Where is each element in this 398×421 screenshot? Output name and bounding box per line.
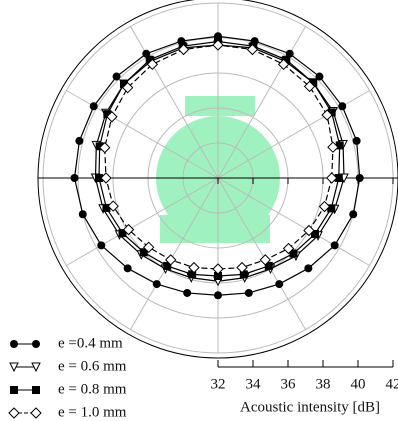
point	[79, 210, 87, 218]
legend-label: e = 0.8 mm	[58, 381, 127, 397]
legend-marker	[10, 386, 18, 394]
point	[214, 291, 222, 299]
legend-label: e = 0.6 mm	[58, 358, 127, 374]
point	[183, 289, 191, 297]
r-tick-label: 32	[211, 376, 226, 392]
legend-label: e = 1.0 mm	[58, 404, 127, 420]
r-tick-label: 34	[246, 376, 262, 392]
legend-label: e =0.4 mm	[58, 335, 123, 351]
r-tick-label: 42	[386, 376, 398, 392]
point	[97, 241, 105, 249]
point	[353, 137, 361, 145]
legend-marker	[9, 408, 19, 418]
legend-marker	[32, 340, 40, 348]
point	[90, 102, 98, 110]
legend-marker	[10, 340, 18, 348]
point	[113, 73, 121, 81]
point	[304, 264, 312, 272]
r-tick-label: 38	[316, 376, 331, 392]
legend-marker	[32, 386, 40, 394]
point	[245, 289, 253, 297]
r-tick-label: 36	[281, 376, 297, 392]
legend-marker	[31, 408, 41, 418]
chart: Acoustic intensity [dB] 32 34 36 38 40 42 e =0…	[0, 0, 398, 421]
point	[331, 241, 339, 249]
axis-title: Acoustic intensity [dB]	[240, 399, 380, 415]
point	[356, 174, 364, 182]
point	[275, 280, 283, 288]
point	[75, 137, 83, 145]
point	[71, 174, 79, 182]
point	[153, 280, 161, 288]
point	[124, 264, 132, 272]
point	[338, 102, 346, 110]
r-tick-label: 40	[351, 376, 366, 392]
point	[349, 210, 357, 218]
